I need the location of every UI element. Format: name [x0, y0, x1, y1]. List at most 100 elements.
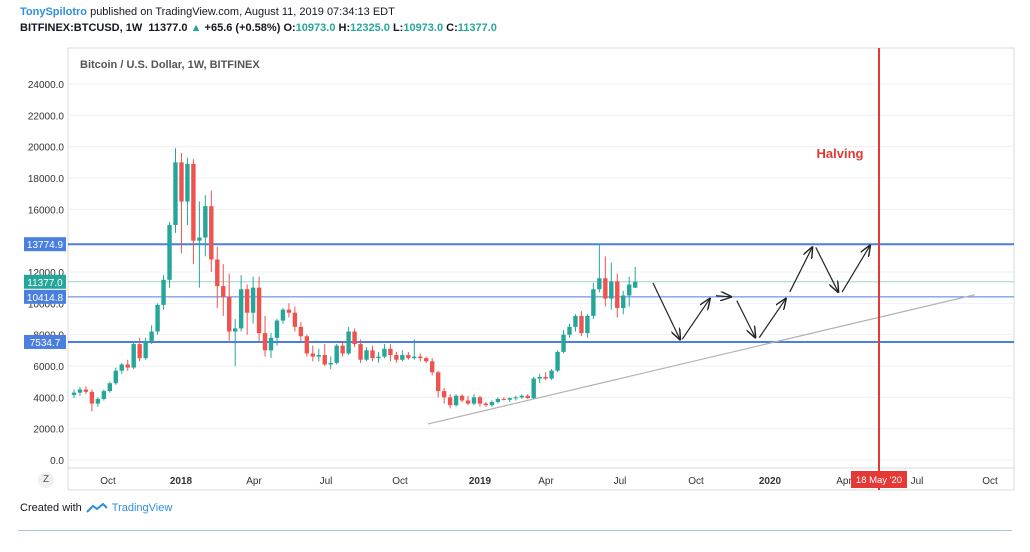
candle-body — [471, 397, 477, 404]
candle-body — [447, 397, 453, 406]
publish-info: TonySpilotro published on TradingView.co… — [20, 6, 395, 18]
zoom-button[interactable]: Z — [38, 472, 54, 488]
candle-body — [519, 395, 524, 398]
candle-body — [179, 162, 184, 202]
candle-body — [489, 402, 495, 406]
candle-body — [155, 304, 160, 332]
candle-body — [167, 225, 172, 280]
y-tick-label: 22000.0 — [28, 111, 65, 122]
candle-body — [441, 391, 447, 398]
candle-body — [107, 383, 113, 392]
candle-body — [95, 398, 101, 404]
candle-body — [334, 345, 339, 363]
candle-body — [173, 162, 178, 225]
candle-body — [280, 309, 286, 321]
x-tick-label: Jul — [320, 476, 333, 487]
candle-body — [191, 163, 196, 241]
candle-body — [143, 340, 148, 359]
candle-body — [268, 337, 274, 351]
candle-body — [238, 289, 244, 329]
candle-body — [477, 397, 483, 404]
candle-body — [77, 389, 83, 393]
candle-body — [185, 163, 190, 202]
x-tick-label: 2018 — [170, 476, 193, 487]
current-price-label: 11377.0 — [27, 278, 63, 289]
candle-body — [430, 361, 435, 373]
candle-body — [197, 237, 202, 241]
footer: Created with TradingView — [20, 502, 172, 514]
candle-body — [406, 355, 411, 359]
candle-body — [215, 259, 220, 287]
candle-body — [585, 315, 590, 334]
y-tick-label: 12000.0 — [28, 268, 65, 279]
halving-annotation: Halving — [817, 146, 864, 161]
candle-body — [262, 333, 268, 351]
author-link[interactable]: TonySpilotro — [20, 6, 88, 18]
candle-body — [310, 353, 315, 357]
candle-body — [621, 295, 626, 309]
candle-body — [627, 284, 632, 296]
projection-arrow — [681, 299, 709, 340]
candle-body — [418, 356, 423, 359]
price-change: +65.6 (+0.58%) — [204, 22, 281, 34]
candle-body — [316, 355, 321, 357]
x-axis: Oct 2018 Apr Jul Oct 2019 Apr Jul Oct 2020 Apr Jul O… — [100, 476, 998, 487]
projection-arrow — [841, 246, 870, 293]
x-tick-label: Jul — [614, 476, 627, 487]
x-tick-label: Oct — [392, 476, 408, 487]
candle-body — [591, 289, 596, 316]
candle-body — [615, 281, 620, 309]
candle-body — [376, 356, 381, 359]
high-label: H: — [338, 22, 351, 34]
candle-body — [209, 206, 214, 260]
candle-body — [567, 326, 572, 335]
candle-body — [161, 279, 166, 305]
candle-body — [495, 398, 501, 403]
candle-body — [435, 372, 441, 392]
candle-body — [424, 358, 429, 362]
candle-body — [304, 336, 310, 354]
candle-body — [71, 392, 77, 395]
candle-body — [400, 355, 405, 360]
current-price-box — [24, 274, 66, 289]
y-axis: 0.02000.04000.06000.08000.010000.012000.… — [28, 80, 1014, 467]
halving-date-box — [851, 471, 907, 488]
candle-body — [459, 395, 465, 401]
level-price-label: 10414.8 — [27, 293, 64, 304]
candle-body — [388, 348, 393, 356]
tradingview-link[interactable]: TradingView — [111, 502, 173, 514]
candle-body — [346, 331, 351, 354]
candle-body — [549, 370, 554, 379]
candle-body — [113, 370, 118, 384]
candle-body — [286, 309, 292, 313]
symbol-info: BITFINEX:BTCUSD, 1W 11377.0 ▲ +65.6 (+0.… — [20, 22, 497, 34]
candle-body — [232, 328, 238, 332]
price-labels: 13774.9 10414.8 7534.7 11377.0 — [24, 237, 66, 349]
projection-arrow — [736, 300, 755, 338]
candle-body — [131, 344, 136, 368]
candle-body — [632, 281, 638, 288]
x-tick-label: 2019 — [469, 476, 492, 487]
x-tick-label: Oct — [982, 476, 998, 487]
candle-body — [137, 344, 142, 359]
chart-title: Bitcoin / U.S. Dollar, 1W, BITFINEX — [80, 59, 260, 71]
y-tick-label: 16000.0 — [28, 205, 65, 216]
candle-body — [531, 378, 536, 399]
candle-body — [543, 376, 548, 379]
candle-body — [382, 348, 387, 357]
plot-frame — [67, 47, 1015, 469]
open-label: O: — [283, 22, 296, 34]
horizontal-levels — [68, 243, 1014, 343]
projection-arrow — [652, 282, 680, 339]
last-price: 11377.0 — [148, 22, 188, 34]
candle-body — [501, 398, 507, 400]
candle-body — [89, 391, 95, 404]
candle-body — [394, 355, 399, 360]
x-tick-label: Apr — [538, 476, 554, 487]
candle-body — [579, 315, 584, 334]
candlestick-series — [71, 148, 638, 412]
halving-date-label: 18 May '20 — [856, 475, 902, 486]
level-price-box — [24, 237, 66, 252]
x-tick-label: Apr — [836, 476, 852, 487]
